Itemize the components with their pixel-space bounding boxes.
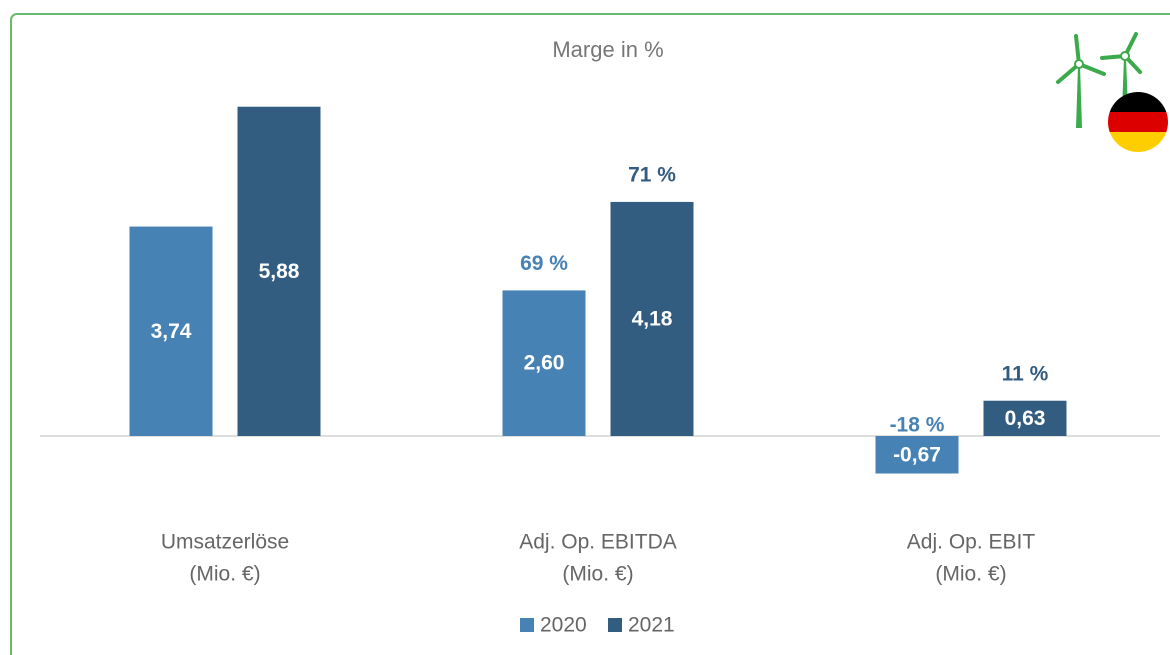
category-label: (Mio. €)	[189, 563, 260, 586]
value-label: 5,88	[259, 260, 300, 283]
legend-swatch	[608, 618, 622, 632]
flag	[1108, 92, 1168, 152]
category-label: (Mio. €)	[935, 563, 1006, 586]
bar	[237, 106, 321, 436]
bar	[875, 436, 959, 474]
bar	[983, 400, 1067, 436]
margin-label: 71 %	[628, 163, 676, 186]
value-label: 3,74	[151, 320, 192, 343]
margin-label: 69 %	[520, 252, 568, 275]
category-label: Adj. Op. EBIT	[907, 531, 1036, 554]
value-label: 0,63	[1005, 407, 1046, 430]
category-label: Umsatzerlöse	[161, 531, 289, 554]
value-label: -0,67	[893, 443, 941, 466]
margin-label: 11 %	[1002, 362, 1049, 385]
bar	[502, 290, 586, 436]
value-label: 2,60	[524, 352, 565, 375]
legend-label: 2021	[628, 614, 675, 637]
value-label: 4,18	[632, 308, 673, 331]
icon	[1056, 32, 1142, 128]
category-label: Adj. Op. EBITDA	[519, 531, 677, 554]
margin-label: -18 %	[890, 414, 945, 437]
legend-swatch	[520, 618, 534, 632]
bar	[129, 226, 213, 436]
frame	[10, 13, 1170, 655]
category-label: (Mio. €)	[562, 563, 633, 586]
chart-title: Marge in %	[552, 37, 663, 62]
legend-label: 2020	[540, 614, 587, 637]
bar	[610, 201, 694, 436]
